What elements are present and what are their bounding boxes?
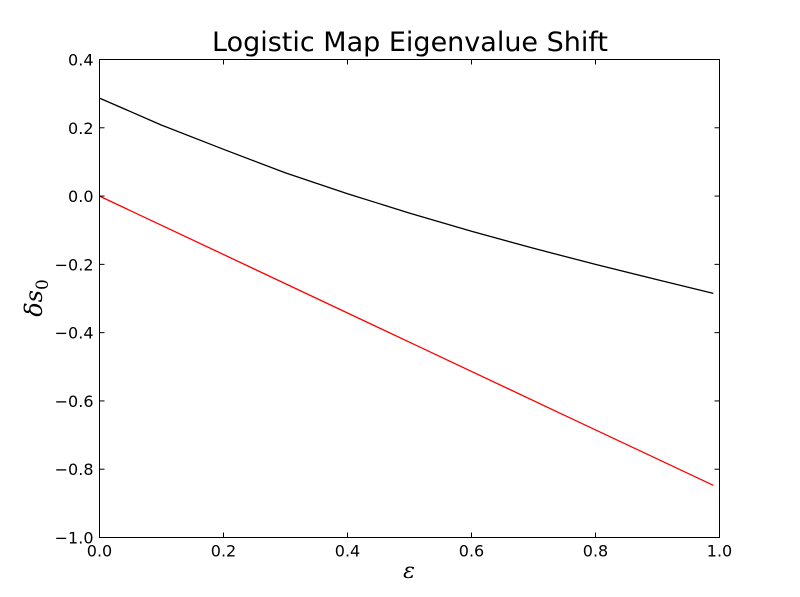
y-tick-label: 0.4 [68,51,93,70]
x-tick-label: 0.0 [87,542,112,561]
x-tick-label: 0.8 [583,542,608,561]
x-tick-label: 1.0 [707,542,732,561]
y-axis-label-subscript: 0 [33,279,53,290]
y-axis-label: δs [20,290,48,317]
y-tick-label: −0.8 [55,460,94,479]
x-axis: 0.0 0.2 0.4 0.6 0.8 1.0 [87,59,732,561]
x-tick-label: 0.2 [211,542,236,561]
y-tick-label: 0.2 [68,119,93,138]
y-axis: 0.4 0.2 0.0 −0.2 −0.4 −0.6 −0.8 −1.0 [55,51,720,548]
plot-frame [99,59,720,538]
chart-title: Logistic Map Eigenvalue Shift [212,27,608,58]
x-tick-label: 0.4 [335,542,360,561]
y-tick-label: −1.0 [55,529,94,548]
y-tick-label: 0.0 [68,187,93,206]
y-tick-label: −0.2 [55,255,94,274]
series-line-1 [99,97,714,295]
svg-text:δs0: δs0 [20,279,53,317]
x-axis-label: ε [403,559,415,584]
series-layer [99,97,714,486]
x-tick-label: 0.6 [459,542,484,561]
y-tick-label: −0.6 [55,392,94,411]
y-tick-label: −0.4 [55,324,94,343]
series-line-2 [99,195,714,486]
y-axis-label-group: δs0 [20,279,53,317]
